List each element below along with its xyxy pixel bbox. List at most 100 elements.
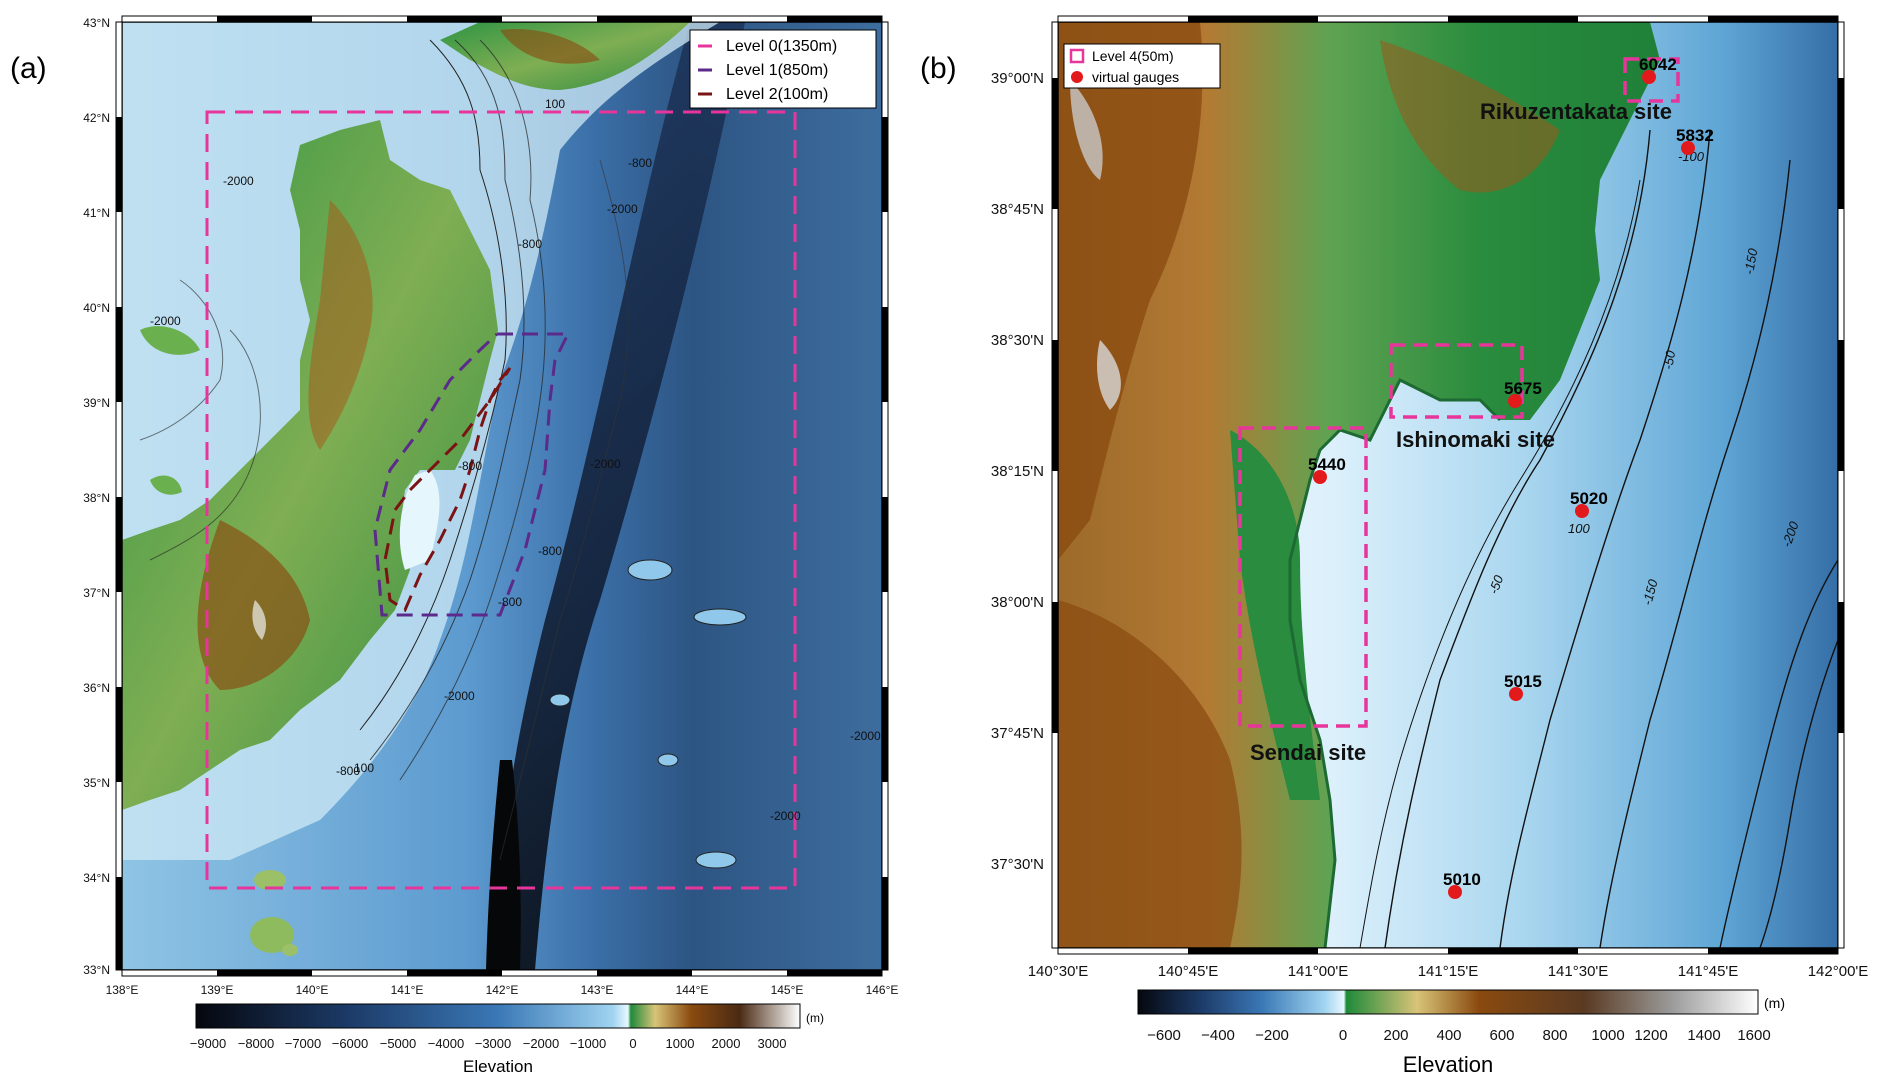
kitakami-hills [1380,40,1560,193]
gauge-label: 5675 [1504,379,1542,398]
noto-island [150,475,182,495]
lon-tick-label: 140°E [296,983,329,997]
snow-peaks-b2 [1097,340,1121,410]
hokkaido-highland [500,29,600,64]
colorbar-tick: 1600 [1737,1027,1770,1044]
gauge-marker [1448,885,1462,899]
contour-label: -2000 [444,689,475,703]
contour-label: 100 [545,97,565,111]
panel-b-contours [1359,129,1838,948]
snow-peaks [252,600,266,640]
contour-label: -2000 [850,729,881,743]
lat-tick-label: 38°30'N [991,332,1044,349]
contour-label: -150 [1639,577,1660,607]
gauge-marker [1509,687,1523,701]
legend-box [1063,43,1221,89]
gauge-label: 5020 [1570,489,1608,508]
gauge: 6042 [1639,55,1677,84]
contour-label: -2000 [607,202,638,216]
lat-tick-label: 33°N [83,963,110,977]
lon-tick-label: 141°00'E [1288,963,1349,980]
gauge-label: 5015 [1504,672,1542,691]
panel-b-lat-ticks: 39°00'N 38°45'N 38°30'N 38°15'N 38°00'N … [991,70,1044,873]
contour-label: -2000 [770,809,801,823]
panel-b-site-labels: Rikuzentakata site Ishinomaki site Senda… [1250,99,1672,765]
gauge: 5675 [1504,379,1542,408]
level0-domain [205,110,797,890]
lon-tick-label: 142°00'E [1808,963,1869,980]
level4-box-sendai [1238,426,1368,728]
panel-b-label: (b) [920,52,957,85]
lat-tick-label: 38°15'N [991,463,1044,480]
colorbar-tick: −600 [1147,1027,1181,1044]
contour-label: -800 [458,459,482,473]
gauge-marker [1508,394,1522,408]
lat-tick-label: 39°N [83,396,110,410]
gauge: 5015 [1504,672,1542,701]
gauge-label: 6042 [1639,55,1677,74]
lat-tick-label: 35°N [83,776,110,790]
seamount-2 [693,608,747,626]
panel-b-legend: Level 4(50m) virtual gauges [1063,43,1221,89]
panel-a-frame-ticks [115,15,889,977]
lat-tick-label: 36°N [83,681,110,695]
legend-label: Level 1(850m) [726,62,828,79]
legend-swatch-dot [1071,71,1083,83]
colorbar-title: Elevation [1403,1052,1494,1077]
lat-tick-label: 38°45'N [991,201,1044,218]
lat-tick-label: 38°N [83,491,110,505]
lat-tick-label: 42°N [83,111,110,125]
site-label-sendai: Sendai site [1250,740,1366,765]
contour-label: -800 [336,764,360,778]
level4-box-rikuzentakata [1623,57,1680,103]
gauge-label: 5010 [1443,870,1481,889]
legend-label: virtual gauges [1092,69,1179,85]
contour-label: -2000 [590,457,621,471]
contour-label: 100 [354,761,374,775]
contour-label: -50 [1660,349,1678,371]
legend-box [689,29,877,109]
coastline [1288,377,1502,948]
colorbar-tick: 200 [1383,1027,1408,1044]
japan-trench [492,22,745,970]
colorbar-tick: −400 [1201,1027,1235,1044]
panel-b-frame-ticks [1051,15,1845,955]
panel-a-map [122,22,882,970]
lat-tick-label: 39°00'N [991,70,1044,87]
gauge-label: 5832 [1676,126,1714,145]
lon-tick-label: 138°E [106,983,139,997]
legend-label: Level 0(1350m) [726,38,837,55]
panel-a-lat-ticks: 43°N 42°N 41°N 40°N 39°N 38°N 37°N 36°N … [83,16,110,977]
lon-tick-label: 143°E [581,983,614,997]
lat-tick-label: 37°45'N [991,725,1044,742]
lon-tick-label: 145°E [771,983,804,997]
site-label-ishinomaki: Ishinomaki site [1396,427,1555,452]
colorbar-tick: 1000 [1591,1027,1624,1044]
lon-tick-label: 140°45'E [1158,963,1219,980]
colorbar-b-bar [1137,989,1759,1015]
colorbar-tick: −6000 [332,1036,369,1051]
gauge-label: 5440 [1308,455,1346,474]
sado-island [140,326,200,355]
contour-label: -150 [1741,247,1760,276]
colorbar-a-bar [195,1003,801,1029]
contour-label: -800 [518,237,542,251]
site-label-rikuzentakata: Rikuzentakata site [1480,99,1672,124]
colorbar-title: Elevation [463,1057,533,1076]
gauge-marker [1642,70,1656,84]
colorbar-tick: 1200 [1634,1027,1667,1044]
lon-tick-label: 139°E [201,983,234,997]
colorbar-tick: −2000 [523,1036,560,1051]
legend-swatch-box [1069,48,1085,64]
seamount-4 [657,753,679,767]
panel-a: (a) [10,15,899,1076]
colorbar-tick: −7000 [285,1036,322,1051]
level2-domain [383,367,512,613]
ou-mountains [308,200,373,450]
colorbar-tick: 600 [1489,1027,1514,1044]
panel-b-lon-ticks: 140°30'E 140°45'E 141°00'E 141°15'E 141°… [1028,963,1869,980]
lon-tick-label: 140°30'E [1028,963,1089,980]
colorbar-tick: −200 [1255,1027,1289,1044]
panel-a-lon-ticks: 138°E 139°E 140°E 141°E 142°E 143°E 144°… [106,983,899,997]
snow-peaks-b [1070,80,1103,180]
